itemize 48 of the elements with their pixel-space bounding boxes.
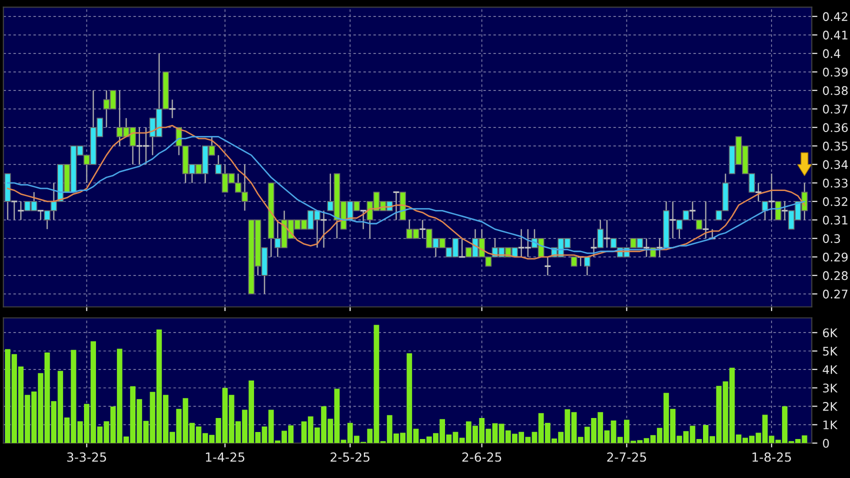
y-tick-label: 0.34 bbox=[822, 160, 848, 170]
y-tick-label: 0.3 bbox=[822, 234, 840, 244]
x-tick-label: 2-7-25 bbox=[607, 452, 646, 462]
y-tick-label: 2K bbox=[823, 402, 838, 411]
y-tick-label: 6K bbox=[822, 328, 838, 338]
candlestick bbox=[603, 219, 611, 248]
y-tick-label: 5K bbox=[823, 346, 838, 356]
candlestick bbox=[642, 238, 650, 258]
y-tick-label: 0.35 bbox=[822, 142, 848, 151]
candlestick bbox=[768, 173, 776, 221]
candlestick bbox=[168, 99, 176, 119]
candlestick bbox=[10, 200, 18, 221]
candlestick bbox=[418, 219, 426, 240]
x-tick-label: 2-5-25 bbox=[330, 452, 370, 462]
y-tick-label: 0.27 bbox=[822, 290, 848, 299]
candlestick bbox=[696, 220, 702, 230]
candlestick bbox=[17, 200, 25, 221]
y-tick-label: 0.36 bbox=[822, 123, 848, 132]
y-tick-label: 0.28 bbox=[822, 271, 848, 280]
x-tick-label: 1-4-25 bbox=[206, 452, 244, 462]
x-tick-label: 3-3-25 bbox=[67, 452, 106, 462]
candlestick bbox=[774, 201, 782, 220]
y-tick-label: 0.42 bbox=[822, 12, 848, 22]
candlestick bbox=[688, 200, 696, 221]
candlestick bbox=[458, 238, 466, 258]
candlestick bbox=[669, 200, 677, 240]
y-tick-label: 0.41 bbox=[822, 30, 848, 40]
y-tick-label: 0.31 bbox=[822, 216, 848, 225]
candlestick bbox=[36, 210, 44, 221]
y-tick-label: 0.33 bbox=[822, 178, 848, 188]
x-tick-label: 2-6-25 bbox=[462, 452, 502, 462]
y-tick-label: 3K bbox=[823, 384, 838, 393]
y-tick-label: 0.39 bbox=[822, 68, 848, 77]
candlestick bbox=[570, 256, 578, 267]
y-tick-label: 1K bbox=[823, 420, 838, 430]
y-tick-label: 0.38 bbox=[822, 86, 848, 96]
candlestick bbox=[544, 256, 552, 276]
y-tick-label: 4K bbox=[822, 365, 838, 374]
y-tick-label: 0.32 bbox=[822, 197, 848, 206]
candlestick bbox=[584, 256, 590, 276]
candlestick bbox=[650, 247, 656, 258]
y-tick-label: 0.29 bbox=[822, 252, 848, 262]
x-tick-label: 1-8-25 bbox=[752, 452, 791, 462]
y-tick-label: 0.37 bbox=[822, 104, 848, 114]
y-tick-label: 0.4 bbox=[822, 49, 840, 58]
candlestick bbox=[597, 219, 604, 248]
candlestick bbox=[320, 210, 328, 248]
y-tick-label: 0 bbox=[822, 438, 829, 448]
